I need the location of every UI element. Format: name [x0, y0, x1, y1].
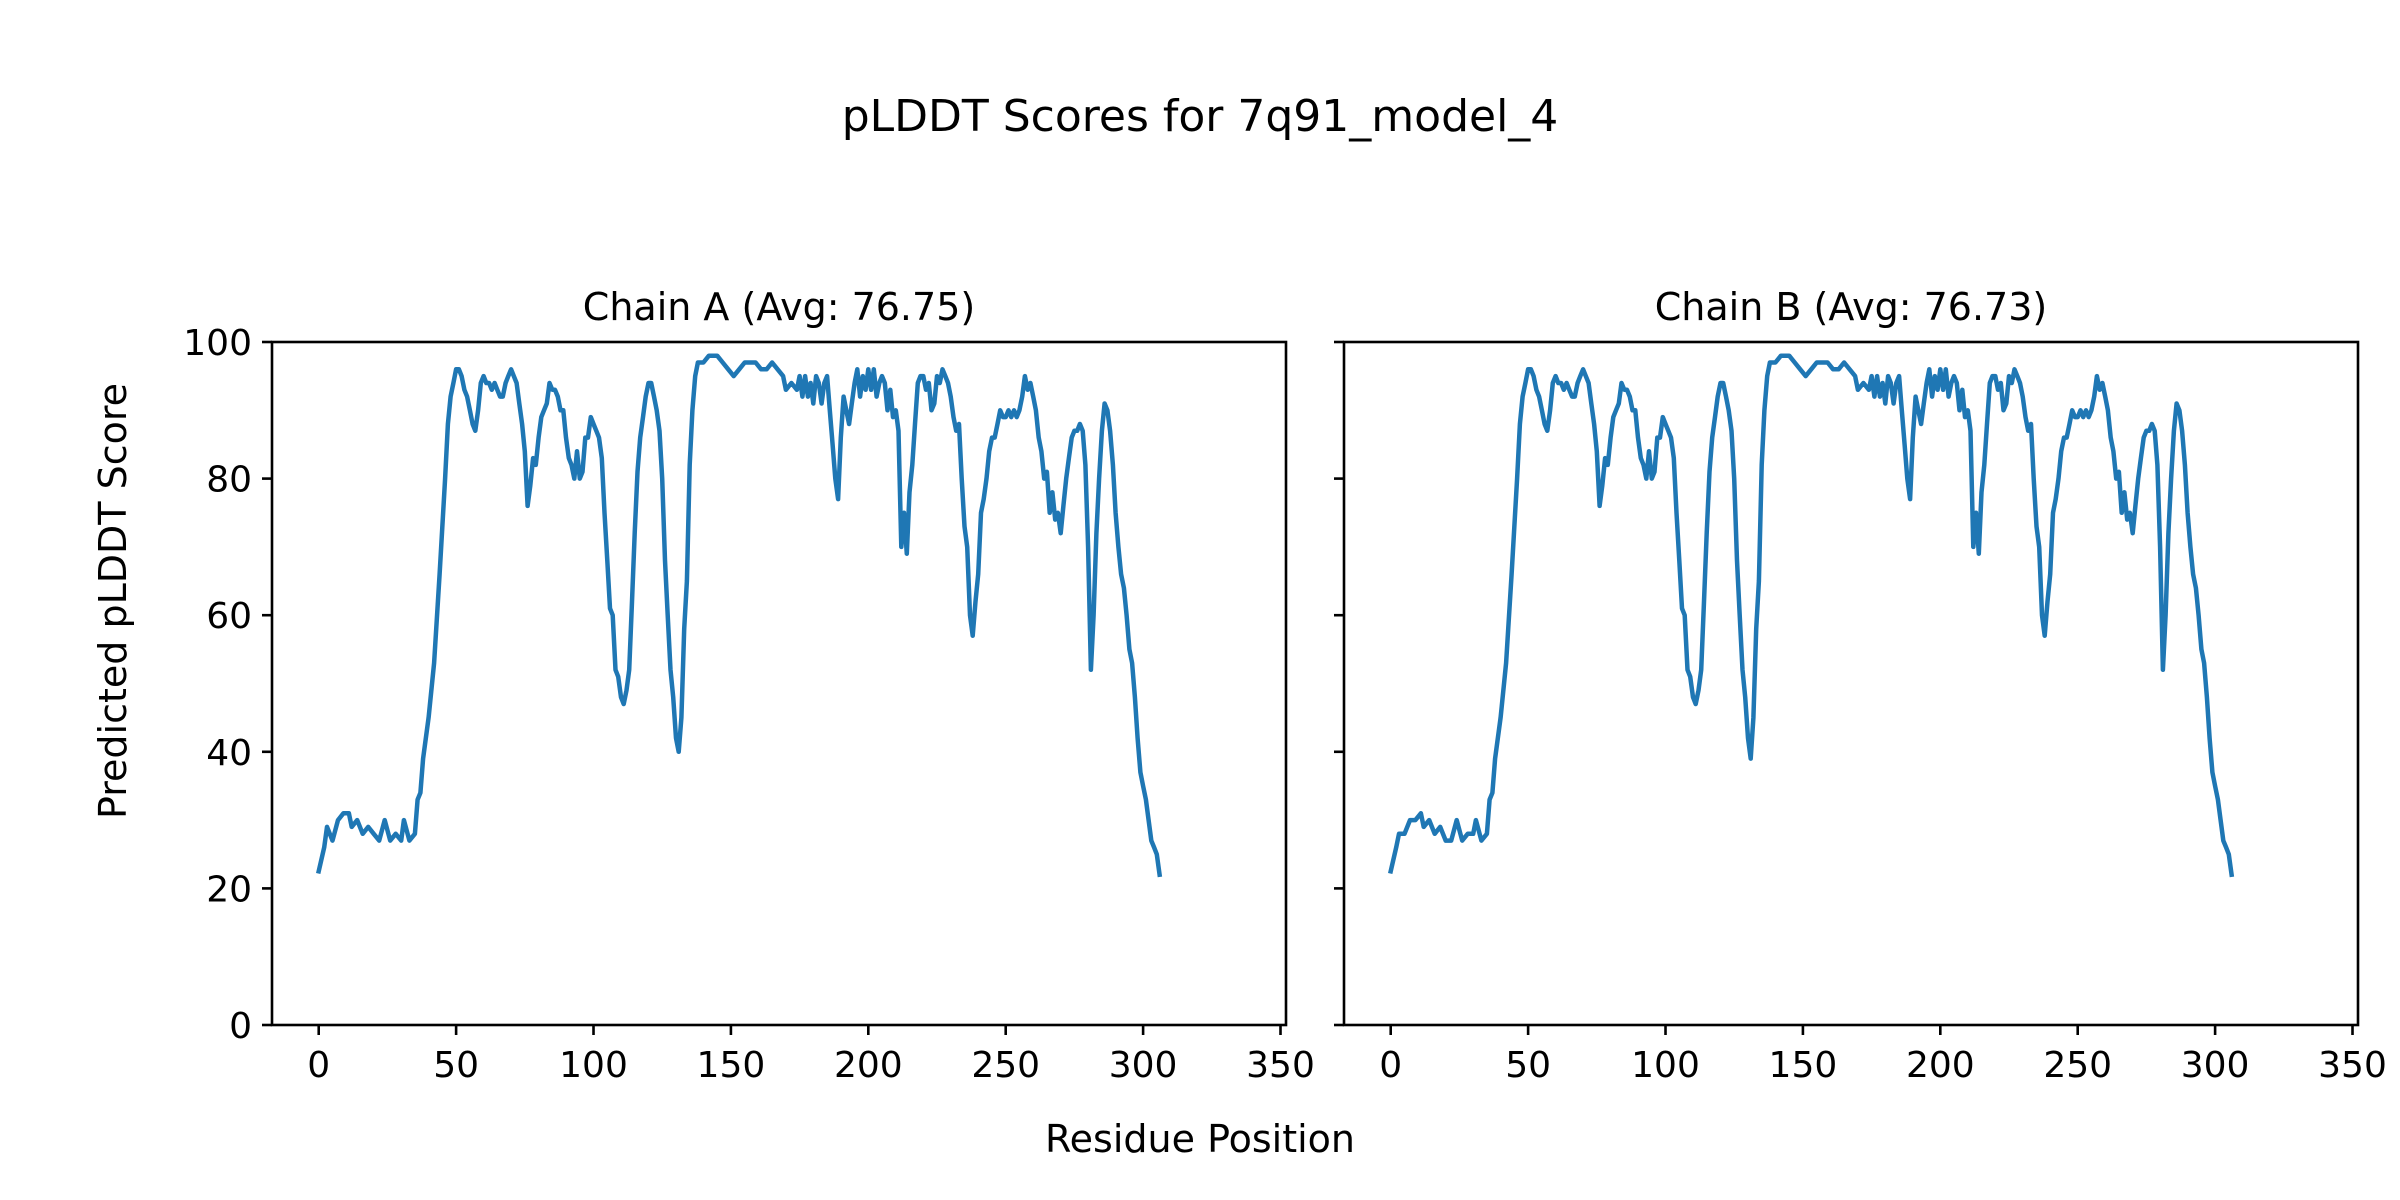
chain-a-y-tick-label: 20 [206, 869, 252, 910]
chain-a-y-tick-label: 0 [229, 1006, 252, 1047]
chain-a-x-tick-label: 0 [307, 1045, 330, 1086]
chain-a-y-tick-label: 40 [206, 733, 252, 774]
chain-b-series-line [1388, 353, 2235, 878]
chain-b-x-tick-label: 300 [2181, 1045, 2250, 1086]
chain-b-axes-frame [1342, 340, 2360, 1027]
chain-a-x-tick-label: 200 [834, 1045, 903, 1086]
figure-title: pLDDT Scores for 7q91_model_4 [842, 91, 1559, 142]
chain-a-x-tick-label: 350 [1246, 1045, 1315, 1086]
chain-a-y-tick-label: 60 [206, 596, 252, 637]
chain-b-x-tick-label: 0 [1379, 1045, 1402, 1086]
chain-b-x-tick-label: 200 [1906, 1045, 1975, 1086]
chain-a-title: Chain A (Avg: 76.75) [583, 285, 975, 329]
chain-a-x-tick-label: 50 [433, 1045, 479, 1086]
chain-a-x-tick-label: 300 [1109, 1045, 1178, 1086]
chain-b-x-tick-label: 100 [1631, 1045, 1700, 1086]
chain-a-axes-frame [270, 340, 1288, 1027]
chain-a-y-tick-label: 80 [206, 460, 252, 501]
y-axis-label: Predicted pLDDT Score [91, 383, 135, 819]
chain-b-title: Chain B (Avg: 76.73) [1655, 285, 2047, 329]
chain-b-x-tick-label: 350 [2318, 1045, 2387, 1086]
chain-b-x-tick-label: 150 [1769, 1045, 1838, 1086]
chain-b-x-tick-label: 250 [2043, 1045, 2112, 1086]
chain-a-series-line [316, 353, 1163, 878]
chain-a-x-tick-label: 250 [971, 1045, 1040, 1086]
chain-a-panel: Chain A (Avg: 76.75)0 50 100 150 200 250 300 35… [183, 285, 1315, 1086]
chain-a-x-tick-label: 150 [697, 1045, 766, 1086]
chain-a-y-tick-label: 100 [183, 323, 252, 364]
chain-b-x-tick-label: 50 [1505, 1045, 1551, 1086]
chain-a-x-tick-label: 100 [559, 1045, 628, 1086]
x-axis-label: Residue Position [1045, 1117, 1355, 1161]
chain-b-panel: Chain B (Avg: 76.73) 0 50 100 150 200 250 300 35… [1334, 285, 2387, 1086]
